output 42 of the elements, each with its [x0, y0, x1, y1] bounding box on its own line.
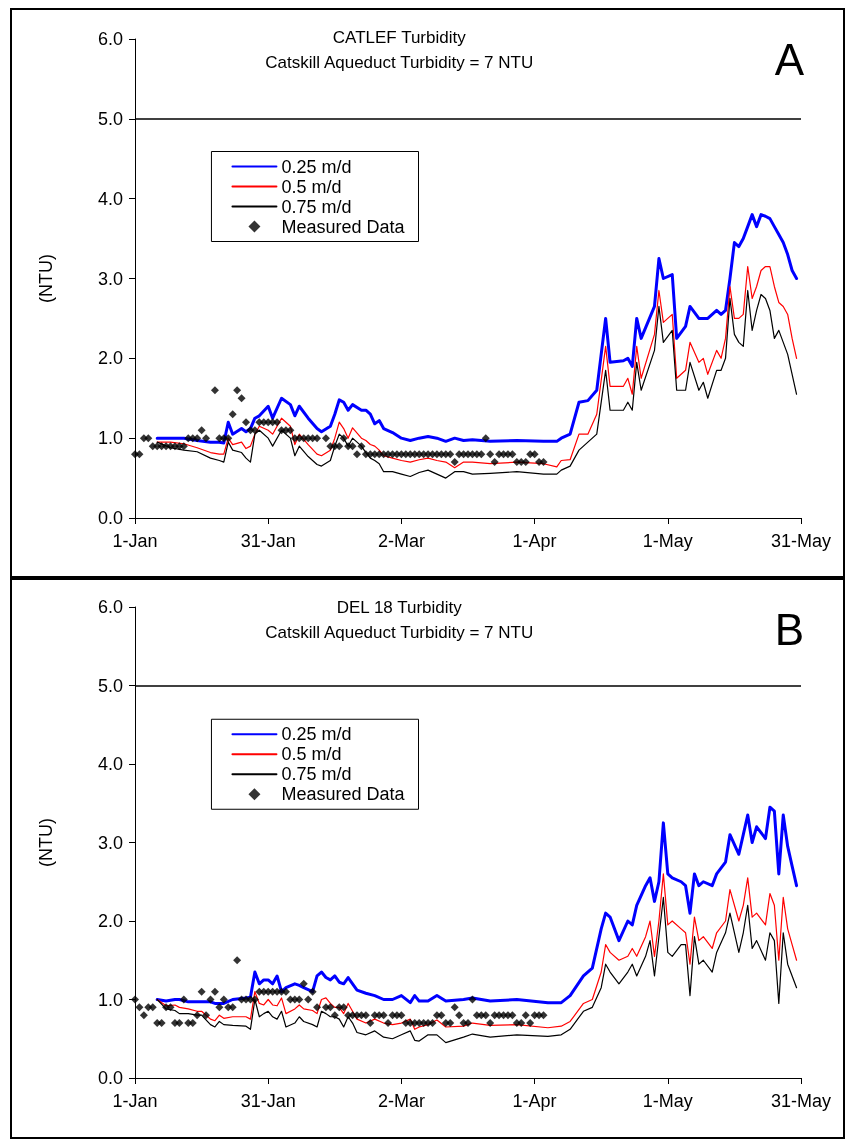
- x-tick-label: 31-May: [770, 531, 832, 551]
- x-tick-label: 1-Jan: [112, 1091, 158, 1111]
- x-tick-label: 1-Jan: [112, 531, 158, 551]
- y-axis-title: (NTU): [36, 818, 56, 867]
- legend-label: 0.25 m/d: [281, 156, 352, 177]
- text: Catskill Aqueduct Turbidity = 7 NTU: [265, 623, 534, 642]
- chart-title: DEL 18 Turbidity: [336, 598, 463, 617]
- annotation: A: [774, 34, 805, 84]
- x-tick-label: 2-Mar: [377, 1091, 425, 1111]
- chart-title: CATLEF Turbidity: [332, 28, 467, 47]
- legend-label: 0.5 m/d: [281, 744, 342, 765]
- y-tick-label: 6.0: [97, 29, 123, 49]
- y-tick-label: 1.0: [97, 428, 123, 449]
- x-tick-label: 1-May: [642, 1091, 693, 1111]
- text: Catskill Aqueduct Turbidity = 7 NTU: [265, 53, 534, 72]
- x-tick-label: 31-Jan: [240, 531, 296, 551]
- y-tick-label: 2.0: [97, 911, 123, 931]
- y-tick-label: 0.0: [97, 1068, 123, 1088]
- legend-label: 0.5 m/d: [281, 176, 342, 197]
- x-tick-label: 31-May: [770, 1091, 832, 1111]
- legend-label: 0.75 m/d: [281, 764, 352, 785]
- x-tick-label: 1-Apr: [512, 531, 557, 551]
- y-axis-title: (NTU): [36, 254, 56, 303]
- x-tick-label: 1-Apr: [512, 1091, 557, 1111]
- y-tick-label: 3.0: [97, 832, 123, 853]
- y-tick-label: 2.0: [97, 348, 123, 369]
- x-tick-label: 31-Jan: [240, 1091, 296, 1111]
- legend-label: 0.75 m/d: [281, 196, 352, 217]
- y-tick-label: 5.0: [97, 675, 123, 696]
- y-tick-label: 4.0: [97, 754, 123, 774]
- y-tick-label: 4.0: [97, 188, 123, 209]
- y-tick-label: 5.0: [97, 108, 123, 129]
- legend-label: Measured Data: [281, 784, 406, 805]
- x-tick-label: 2-Mar: [377, 531, 425, 551]
- legend-label: 0.25 m/d: [281, 724, 352, 745]
- legend-label: Measured Data: [281, 216, 406, 237]
- y-tick-label: 1.0: [97, 989, 123, 1010]
- y-tick-label: 6.0: [97, 597, 123, 617]
- y-tick-label: 0.0: [97, 508, 123, 528]
- y-tick-label: 3.0: [97, 268, 123, 289]
- annotation: B: [774, 604, 805, 654]
- x-tick-label: 1-May: [642, 531, 693, 551]
